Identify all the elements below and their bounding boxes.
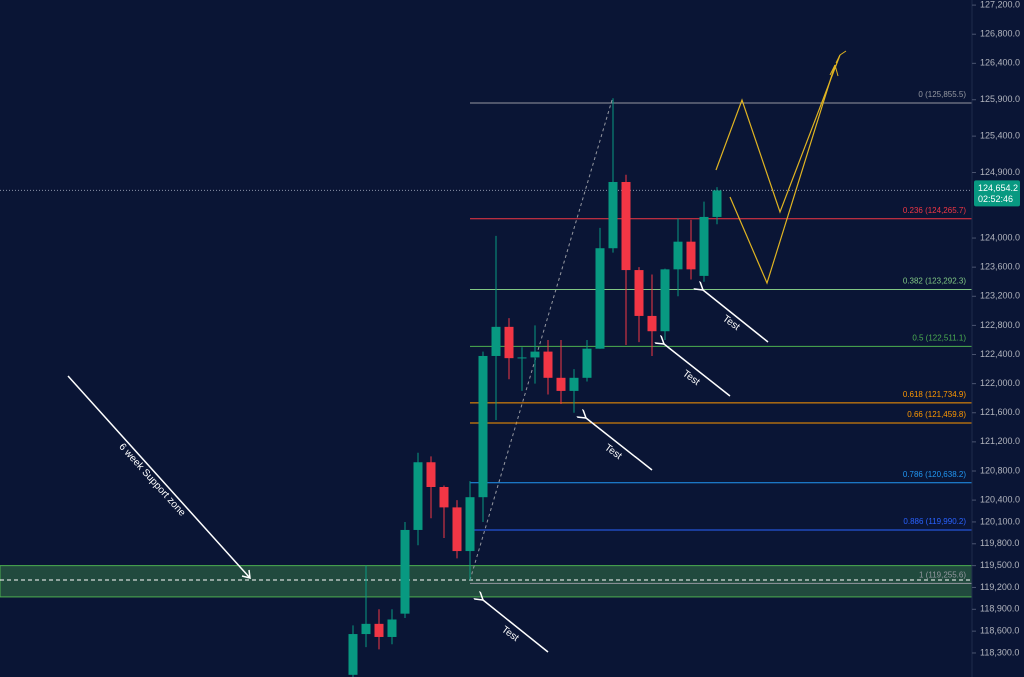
y-tick-label: 119,800.0 [980,538,1019,548]
projection-path [715,54,841,214]
candle-body [439,487,449,508]
y-tick-label: 125,400.0 [980,131,1020,141]
last-price-badge [974,180,1020,207]
fib-label: 0.382 (123,292.3) [903,277,966,286]
countdown: 02:52:46 [978,194,1013,204]
candle-body [452,507,462,552]
candle-body [465,497,475,552]
fib-label: 0.236 (124,265.7) [903,206,966,215]
projection-path [729,64,836,285]
y-tick-label: 118,600.0 [980,626,1019,636]
candle-body [569,377,579,391]
y-tick-label: 119,200.0 [980,582,1019,592]
candle-body [712,190,722,217]
y-tick-label: 124,900.0 [980,167,1020,177]
candle-body [556,377,566,391]
y-tick-label: 122,400.0 [980,349,1020,359]
y-tick-label: 122,800.0 [980,320,1020,330]
candle-body [595,248,605,349]
last-price-label: 124,654.2 [978,183,1018,193]
y-tick-label: 127,200.0 [980,0,1020,9]
arrow [483,600,549,653]
candle-body [413,462,423,530]
candle-body [582,348,592,378]
projection-arrowhead [829,64,839,77]
y-tick-label: 118,300.0 [980,647,1019,657]
y-tick-label: 120,800.0 [980,465,1020,475]
arrow [586,418,653,471]
arrow [67,375,251,579]
y-tick-label: 126,400.0 [980,58,1020,68]
arrow [703,290,769,343]
y-tick-label: 121,600.0 [980,407,1020,417]
candle-body [387,619,397,637]
y-tick-label: 126,800.0 [980,29,1020,39]
arrow [664,344,731,397]
y-tick-label: 123,600.0 [980,262,1020,272]
candle-body [686,241,696,270]
candle-body [634,270,644,316]
y-tick-label: 120,100.0 [980,516,1020,526]
candle-body [673,241,683,270]
y-tick-label: 118,900.0 [980,604,1019,614]
y-tick-label: 125,900.0 [980,94,1020,104]
y-tick-label: 119,500.0 [980,560,1019,570]
fib-label: 0.66 (121,459.8) [907,410,966,419]
candle-body [621,181,631,271]
y-tick-label: 120,400.0 [980,494,1020,504]
fib-label: 0.786 (120,638.2) [903,470,966,479]
candle-body [517,357,527,359]
fib-label: 1 (119,255.6) [919,571,966,580]
candle-body [426,462,436,488]
fib-label: 0.886 (119,990.2) [903,517,966,526]
candle-body [543,351,553,378]
candle-body [348,634,358,675]
candle-body [478,355,488,498]
candle-body [647,315,657,332]
support-zone [0,565,973,598]
candle-body [361,623,371,635]
candle-body [374,623,384,637]
fib-label: 0 (125,855.5) [918,90,966,99]
candle-body [491,326,501,356]
y-tick-label: 123,200.0 [980,291,1020,301]
y-tick-label: 124,000.0 [980,232,1020,242]
candle-body [608,181,618,249]
fib-label: 0.5 (122,511.1) [912,334,966,343]
arrowhead [241,569,251,579]
candle-body [400,529,410,614]
candle-body [660,269,670,332]
y-tick-label: 122,000.0 [980,378,1020,388]
fib-label: 0.618 (121,734.9) [903,390,966,399]
candle-body [504,326,514,359]
candle-body [530,351,540,358]
y-tick-label: 121,200.0 [980,436,1020,446]
candle-body [699,216,709,276]
projection-arrowhead [835,50,847,64]
